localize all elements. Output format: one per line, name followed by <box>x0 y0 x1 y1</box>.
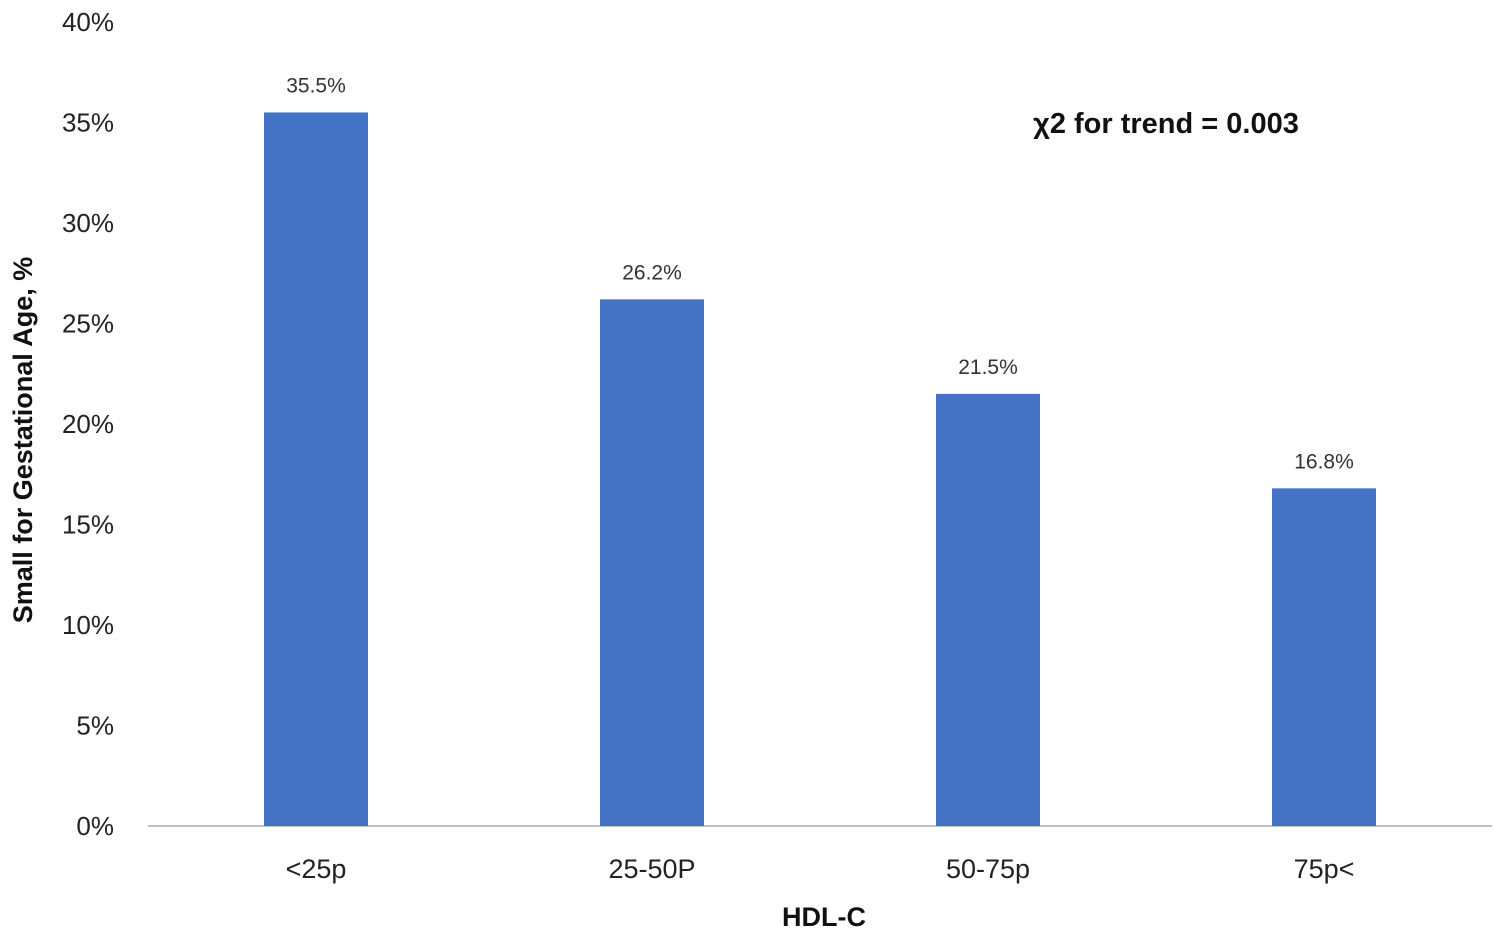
bar <box>936 393 1040 826</box>
data-label: 21.5% <box>958 356 1018 379</box>
bars <box>264 112 1376 826</box>
trend-annotation: χ2 for trend = 0.003 <box>1033 108 1299 140</box>
bar <box>1272 488 1376 826</box>
bar <box>264 112 368 826</box>
y-axis-ticks: 0% 5% 10% 15% 20% 25% 30% 35% 40% <box>62 7 114 841</box>
y-tick-label: 15% <box>62 510 114 540</box>
y-tick-label: 35% <box>62 108 114 138</box>
y-tick-label: 25% <box>62 309 114 339</box>
x-tick-label: <25p <box>286 854 347 884</box>
x-axis-category-labels: <25p 25-50P 50-75p 75p< <box>286 854 1355 884</box>
y-tick-label: 40% <box>62 7 114 37</box>
x-tick-label: 25-50P <box>608 854 695 884</box>
data-label: 16.8% <box>1294 450 1354 473</box>
y-tick-label: 10% <box>62 610 114 640</box>
y-tick-label: 30% <box>62 208 114 238</box>
data-labels: 35.5% 26.2% 21.5% 16.8% <box>286 74 1354 473</box>
x-axis-title: HDL-C <box>782 902 866 932</box>
y-tick-label: 20% <box>62 409 114 439</box>
x-tick-label: 50-75p <box>946 854 1030 884</box>
x-tick-label: 75p< <box>1294 854 1355 884</box>
data-label: 35.5% <box>286 74 346 97</box>
data-label: 26.2% <box>622 261 682 284</box>
bar <box>600 299 704 826</box>
y-axis-title: Small for Gestational Age, % <box>8 257 38 624</box>
y-tick-label: 5% <box>76 711 114 741</box>
y-tick-label: 0% <box>76 811 114 841</box>
